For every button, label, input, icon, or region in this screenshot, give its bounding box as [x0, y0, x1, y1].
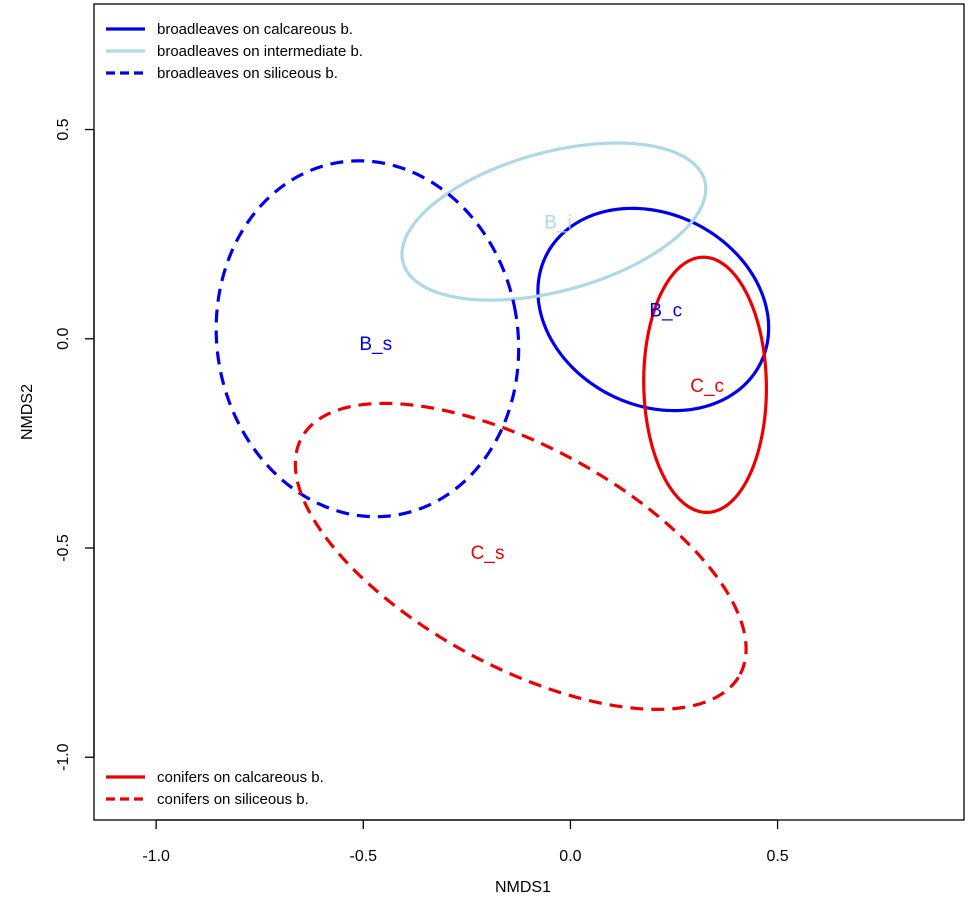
- x-tick-label: 0.5: [766, 848, 788, 865]
- legend-label: broadleaves on calcareous b.: [157, 21, 353, 38]
- ellipse-b-i: [400, 141, 708, 302]
- group-label-b-s: B_s: [359, 334, 392, 355]
- x-axis-title: NMDS1: [495, 879, 551, 896]
- y-axis: -1.0 -0.5 0.0 0.5: [55, 118, 95, 771]
- group-label-b-i: B_i: [544, 213, 571, 234]
- y-tick-label: 0.0: [55, 328, 72, 350]
- y-tick-label: -1.0: [55, 743, 72, 771]
- group-labels-layer: B_c B_i B_s C_c C_s: [359, 213, 724, 565]
- ellipse-c-c: [642, 255, 769, 515]
- ellipses-layer: [214, 141, 771, 711]
- x-tick-label: -0.5: [349, 848, 377, 865]
- x-axis: -1.0 -0.5 0.0 0.5: [142, 819, 789, 865]
- legend-label: conifers on calcareous b.: [157, 769, 324, 786]
- legend-label: broadleaves on intermediate b.: [157, 43, 363, 60]
- y-tick-label: -0.5: [55, 534, 72, 562]
- y-tick-label: 0.5: [55, 118, 72, 140]
- legend-top: broadleaves on calcareous b. broadleaves …: [106, 21, 363, 82]
- ellipse-b-s: [214, 159, 521, 519]
- x-tick-label: 0.0: [559, 848, 581, 865]
- x-tick-label: -1.0: [142, 848, 170, 865]
- legend-bottom: conifers on calcareous b. conifers on sil…: [106, 769, 324, 808]
- y-axis-title: NMDS2: [19, 384, 36, 440]
- group-label-c-c: C_c: [690, 376, 724, 397]
- group-label-b-c: B_c: [649, 300, 682, 321]
- ellipse-b-c: [536, 206, 771, 413]
- legend-label: conifers on siliceous b.: [157, 791, 309, 808]
- legend-label: broadleaves on siliceous b.: [157, 65, 338, 82]
- group-label-c-s: C_s: [471, 543, 505, 564]
